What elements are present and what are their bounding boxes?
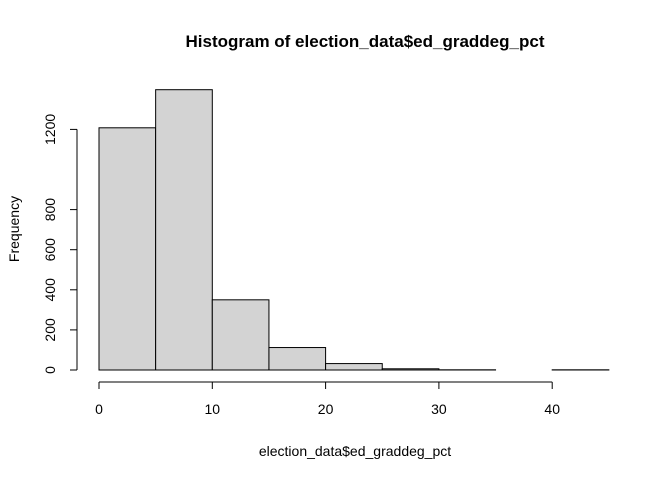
y-tick-label: 600 [42, 238, 58, 262]
y-tick-label: 0 [42, 366, 58, 374]
histogram-bar [381, 368, 440, 371]
histogram-bar [268, 347, 327, 371]
histogram-bar [325, 363, 383, 371]
y-axis-label: Frequency [6, 196, 22, 262]
y-tick-label: 1200 [42, 114, 58, 145]
histogram-bar [98, 127, 157, 371]
x-tick-label: 30 [431, 401, 447, 417]
y-tick-label: 800 [42, 198, 58, 222]
histogram-bar [155, 89, 213, 371]
y-tick-label: 200 [42, 318, 58, 342]
x-tick-label: 20 [318, 401, 334, 417]
y-tick-label: 400 [42, 278, 58, 302]
y-axis: 0 200 400 600 800 1200 [42, 114, 78, 374]
chart-title: Histogram of election_data$ed_graddeg_pc… [186, 32, 545, 51]
x-tick-label: 40 [544, 401, 560, 417]
x-axis-label: election_data$ed_graddeg_pct [259, 443, 451, 459]
histogram-bar [211, 299, 270, 371]
bars-group [98, 89, 610, 371]
x-tick-label: 0 [95, 401, 103, 417]
x-axis: 0 10 20 30 40 [95, 381, 560, 417]
x-tick-label: 10 [205, 401, 221, 417]
